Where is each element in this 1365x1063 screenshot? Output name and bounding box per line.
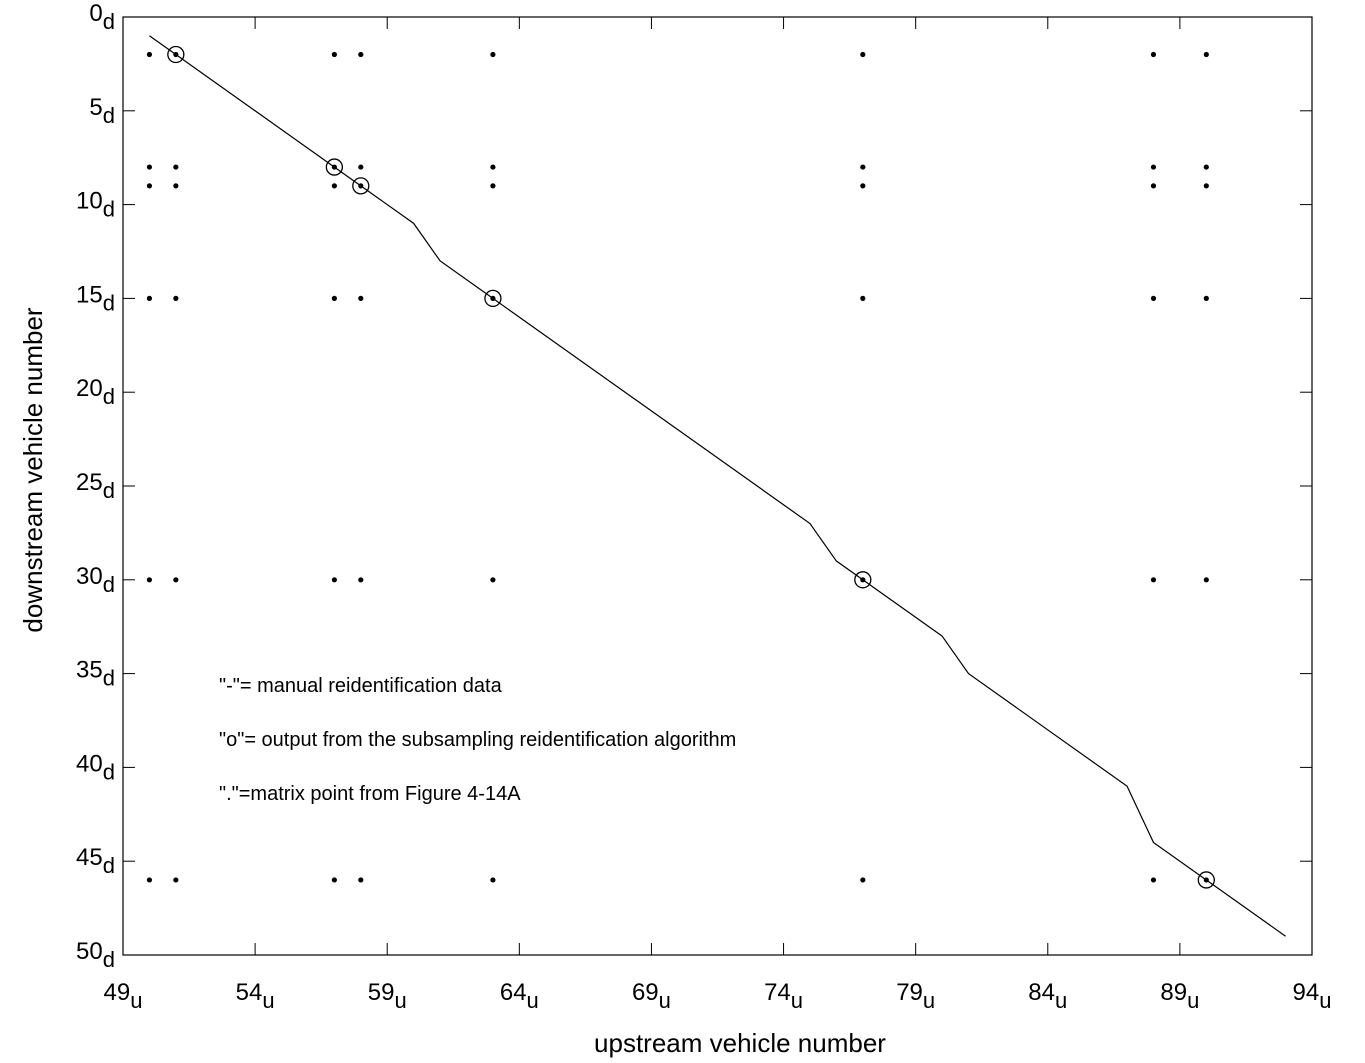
circle-marker bbox=[1197, 871, 1215, 889]
matrix-dot bbox=[331, 295, 337, 301]
y-axis-label: downstream vehicle number bbox=[18, 307, 48, 632]
matrix-dot bbox=[331, 51, 337, 58]
matrix-dot bbox=[1203, 51, 1209, 58]
matrix-dot bbox=[1150, 164, 1157, 170]
x-tick-label: 64u bbox=[500, 979, 539, 1013]
x-tick-label: 89u bbox=[1160, 979, 1199, 1013]
matrix-dot bbox=[358, 183, 364, 189]
matrix-dot bbox=[860, 295, 866, 301]
matrix-dot bbox=[173, 295, 179, 301]
matrix-dot bbox=[146, 295, 153, 301]
matrix-dot bbox=[146, 51, 153, 58]
matrix-dot bbox=[490, 877, 496, 883]
y-tick-label: 15d bbox=[76, 281, 115, 315]
y-tick-label: 20d bbox=[76, 375, 115, 409]
matrix-dot bbox=[490, 295, 496, 301]
matrix-dot bbox=[1150, 295, 1157, 301]
x-tick-label: 49u bbox=[104, 979, 143, 1013]
x-tick-label: 74u bbox=[764, 979, 803, 1013]
plot-frame bbox=[122, 16, 1313, 956]
annotation: "."=matrix point from Figure 4-14A bbox=[219, 783, 521, 805]
matrix-dot bbox=[331, 164, 337, 170]
matrix-dot bbox=[1203, 577, 1209, 583]
matrix-dot bbox=[358, 164, 364, 170]
y-tick-label: 25d bbox=[76, 469, 115, 503]
matrix-dot bbox=[1150, 877, 1157, 883]
matrix-dot bbox=[1150, 577, 1157, 583]
y-tick-label: 40d bbox=[76, 750, 115, 784]
x-tick-label: 94u bbox=[1293, 979, 1332, 1013]
matrix-dot bbox=[358, 577, 364, 583]
data-line bbox=[149, 35, 1286, 937]
matrix-dot bbox=[173, 51, 179, 58]
x-tick-label: 79u bbox=[896, 979, 935, 1013]
matrix-dot bbox=[1150, 51, 1157, 58]
matrix-dot bbox=[860, 877, 866, 883]
circle-marker bbox=[352, 177, 370, 195]
matrix-dot bbox=[1203, 164, 1209, 170]
x-tick-label: 54u bbox=[236, 979, 275, 1013]
matrix-dot bbox=[1150, 183, 1157, 189]
matrix-dot bbox=[490, 164, 496, 170]
matrix-dot bbox=[490, 577, 496, 583]
x-tick-label: 69u bbox=[632, 979, 671, 1013]
matrix-dot bbox=[146, 877, 153, 883]
y-tick-label: 10d bbox=[76, 188, 115, 222]
matrix-dot bbox=[173, 577, 179, 583]
matrix-dot bbox=[173, 183, 179, 189]
matrix-dot bbox=[1203, 183, 1209, 189]
circle-marker bbox=[167, 45, 185, 64]
x-axis-label: upstream vehicle number bbox=[594, 1028, 886, 1058]
y-tick-label: 30d bbox=[76, 563, 115, 597]
matrix-dot bbox=[860, 51, 866, 58]
matrix-dot bbox=[146, 183, 153, 189]
x-tick-label: 84u bbox=[1028, 979, 1067, 1013]
circle-marker bbox=[325, 158, 344, 176]
matrix-dot bbox=[860, 183, 866, 189]
matrix-dot bbox=[1203, 877, 1209, 883]
matrix-dot bbox=[331, 183, 337, 189]
matrix-dot bbox=[860, 577, 866, 583]
y-tick-label: 45d bbox=[76, 844, 115, 878]
matrix-dot bbox=[331, 877, 337, 883]
matrix-dot bbox=[173, 877, 179, 883]
matrix-dot bbox=[146, 577, 153, 583]
y-tick-label: 0d bbox=[89, 0, 115, 34]
matrix-dot bbox=[331, 577, 337, 583]
x-tick-label: 59u bbox=[368, 979, 407, 1013]
matrix-dot bbox=[490, 183, 496, 189]
circle-marker bbox=[484, 289, 502, 308]
y-tick-label: 35d bbox=[76, 657, 115, 691]
annotation: "o"= output from the subsampling reident… bbox=[219, 729, 736, 751]
matrix-dot bbox=[860, 164, 866, 170]
matrix-dot bbox=[173, 164, 179, 170]
matrix-dot bbox=[358, 877, 364, 883]
matrix-dot bbox=[1203, 295, 1209, 301]
y-tick-label: 5d bbox=[89, 94, 115, 128]
y-tick-label: 50d bbox=[76, 938, 115, 972]
matrix-dot bbox=[146, 164, 153, 170]
matrix-dot bbox=[358, 295, 364, 301]
matrix-dot bbox=[490, 51, 496, 58]
annotation: "-"= manual reidentification data bbox=[219, 675, 503, 697]
circle-marker bbox=[854, 571, 872, 589]
matrix-dot bbox=[358, 51, 364, 58]
